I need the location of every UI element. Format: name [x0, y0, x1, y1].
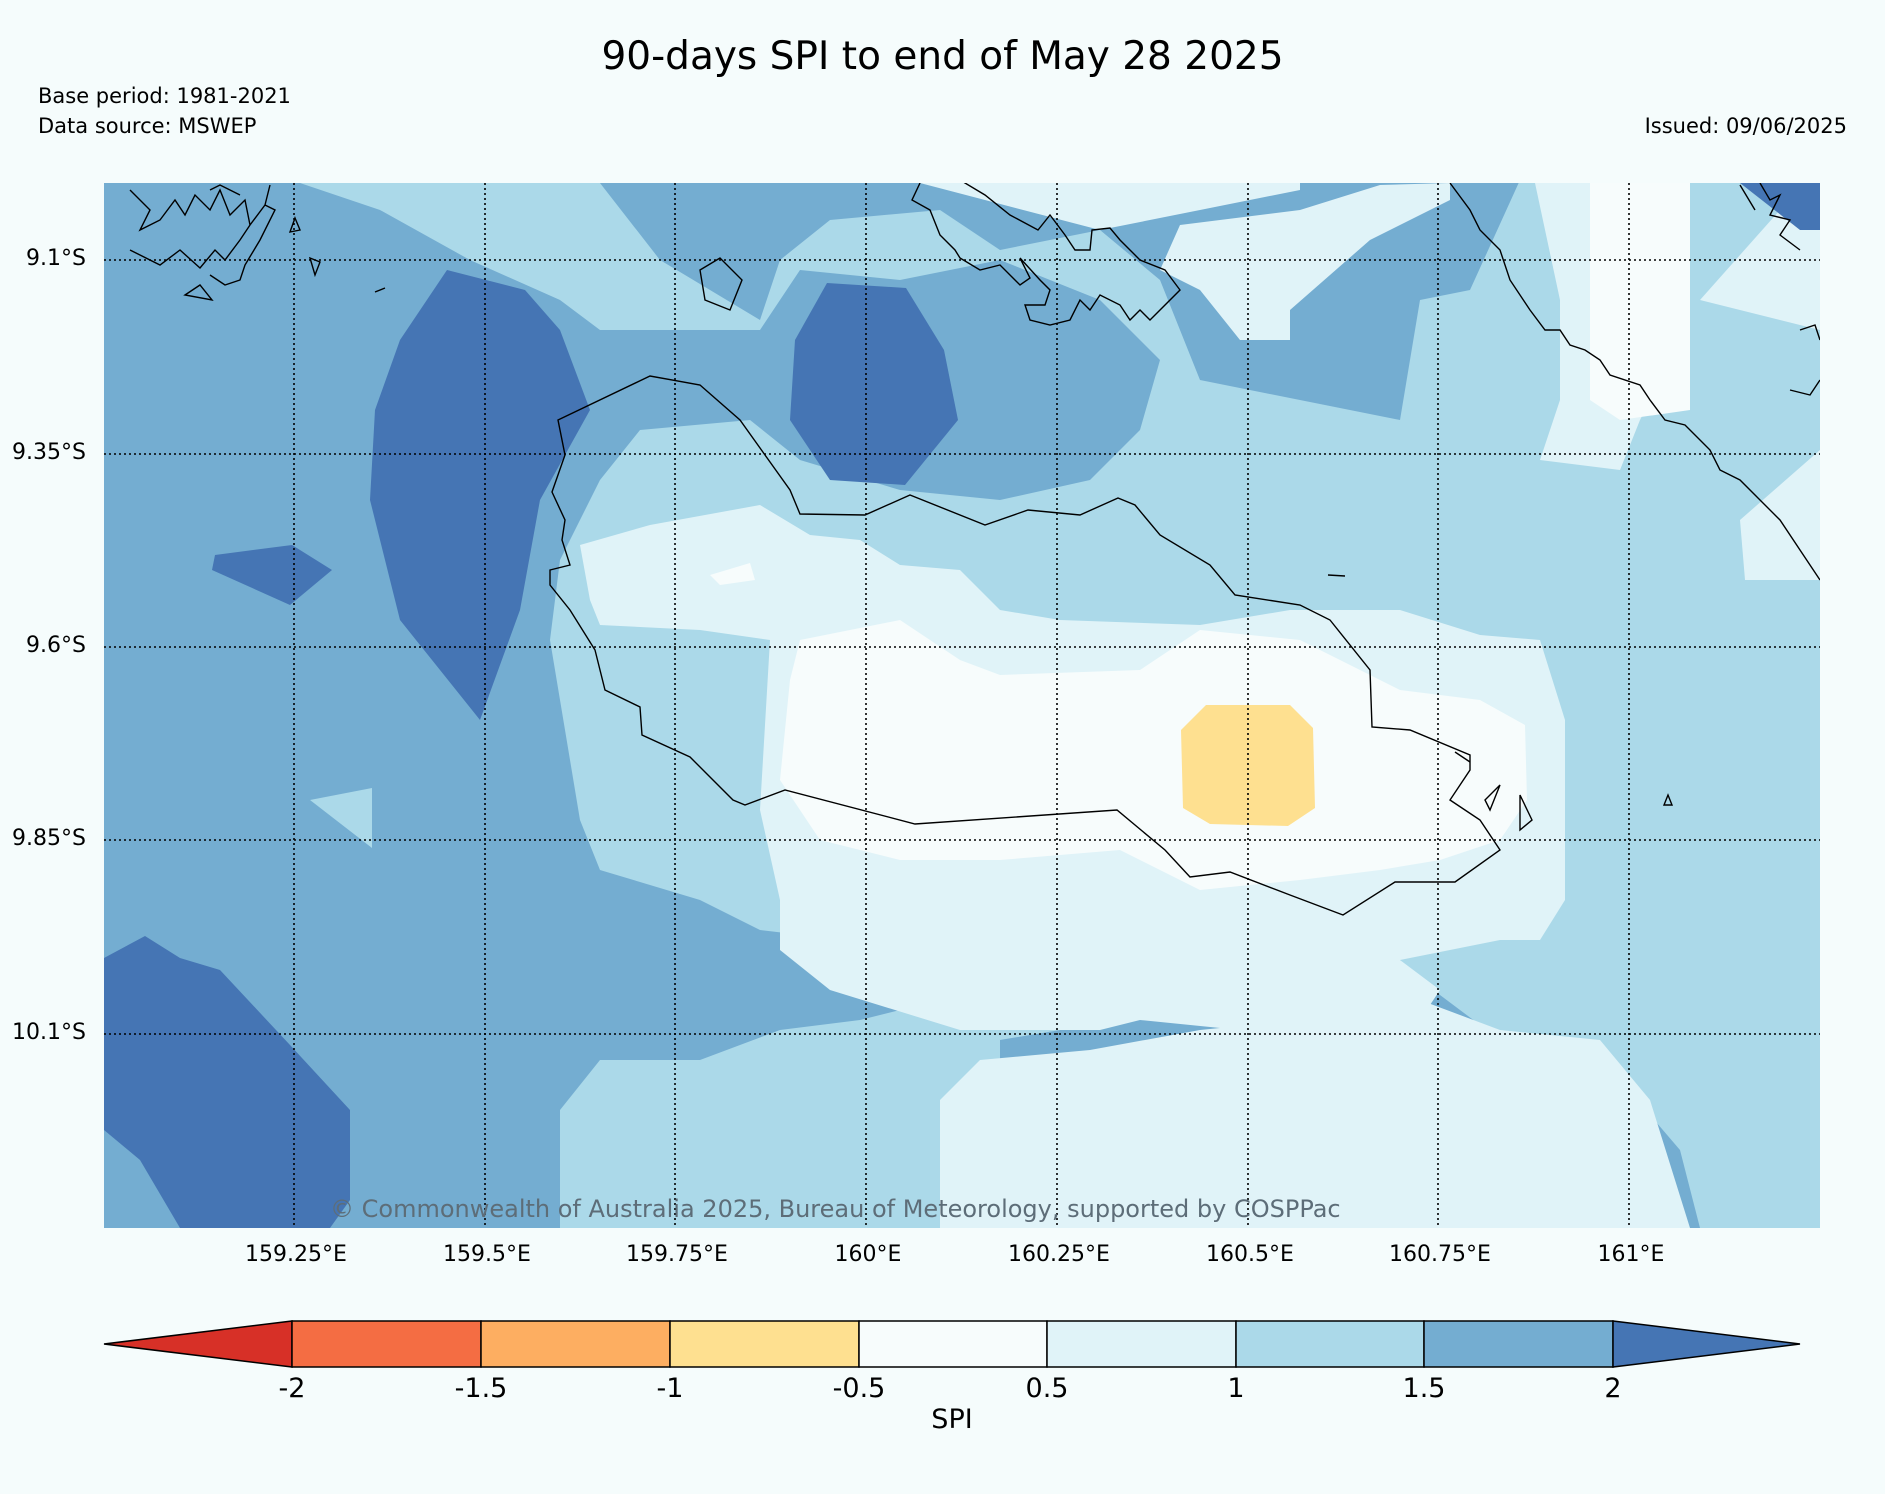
coastline	[129, 183, 1820, 916]
contour-above-2	[790, 283, 958, 485]
contour-negative	[1181, 705, 1315, 826]
contour-1-to-1-5	[310, 788, 372, 848]
lon-label: 160.75°E	[1389, 1242, 1491, 1267]
colorbar-tick: 1.5	[1402, 1373, 1446, 1404]
lon-label: 160.5°E	[1206, 1242, 1294, 1267]
contour-1-to-1-5	[560, 990, 1000, 1228]
colorbar-tick: 0.5	[1025, 1373, 1069, 1404]
colorbar-segment	[858, 1320, 1048, 1368]
colorbar-segment	[669, 1320, 860, 1368]
colorbar-tick: -2	[278, 1373, 306, 1404]
lon-label: 159.25°E	[245, 1242, 347, 1267]
lon-label: 160.25°E	[1008, 1242, 1110, 1267]
contour-0-5-to-1	[1740, 450, 1820, 580]
contour-above-2	[370, 270, 590, 720]
contour-above-2	[1740, 183, 1820, 230]
contour-0-5-to-1	[940, 960, 1690, 1228]
lon-label: 159.5°E	[443, 1242, 531, 1267]
colorbar-title: SPI	[931, 1404, 973, 1435]
contour-neutral	[780, 620, 1527, 890]
map-title: 90-days SPI to end of May 28 2025	[601, 34, 1284, 79]
colorbar-segment	[291, 1320, 482, 1368]
colorbar-segment-extend-high	[1612, 1320, 1801, 1368]
contour-above-2	[212, 545, 332, 605]
lat-label: 9.1°S	[26, 246, 86, 271]
colorbar-segment-extend-low	[103, 1320, 293, 1368]
contour-0-5-to-1	[920, 183, 1300, 230]
lat-label: 9.85°S	[12, 826, 86, 851]
colorbar-segment	[1423, 1320, 1614, 1368]
colorbar-segment	[1046, 1320, 1237, 1368]
colorbar-tick: -0.5	[832, 1373, 886, 1404]
colorbar-tick: 2	[1604, 1373, 1622, 1404]
lon-label: 161°E	[1597, 1242, 1665, 1267]
colorbar-segment	[480, 1320, 671, 1368]
spi-contours	[104, 183, 1820, 1228]
contour-0-5-to-1	[1700, 210, 1820, 330]
lon-label: 160°E	[834, 1242, 902, 1267]
contour-neutral	[710, 563, 755, 585]
issued-date: Issued: 09/06/2025	[1644, 114, 1847, 138]
colorbar-segment	[1235, 1320, 1425, 1368]
graticule	[104, 183, 1820, 1228]
colorbar-tick: -1	[656, 1373, 684, 1404]
data-source: Data source: MSWEP	[38, 114, 257, 138]
contour-above-2	[104, 936, 350, 1228]
colorbar-tick: 1	[1227, 1373, 1245, 1404]
colorbar	[103, 1320, 1801, 1368]
lat-label: 10.1°S	[12, 1020, 86, 1045]
lat-label: 9.6°S	[26, 633, 86, 658]
colorbar-tick: -1.5	[454, 1373, 508, 1404]
contour-0-5-to-1	[1160, 183, 1450, 340]
copyright-notice: © Commonwealth of Australia 2025, Bureau…	[330, 1195, 1341, 1223]
lon-label: 159.75°E	[626, 1242, 728, 1267]
lat-label: 9.35°S	[12, 440, 86, 465]
base-period: Base period: 1981-2021	[38, 84, 291, 108]
contour-neutral	[1590, 183, 1690, 420]
